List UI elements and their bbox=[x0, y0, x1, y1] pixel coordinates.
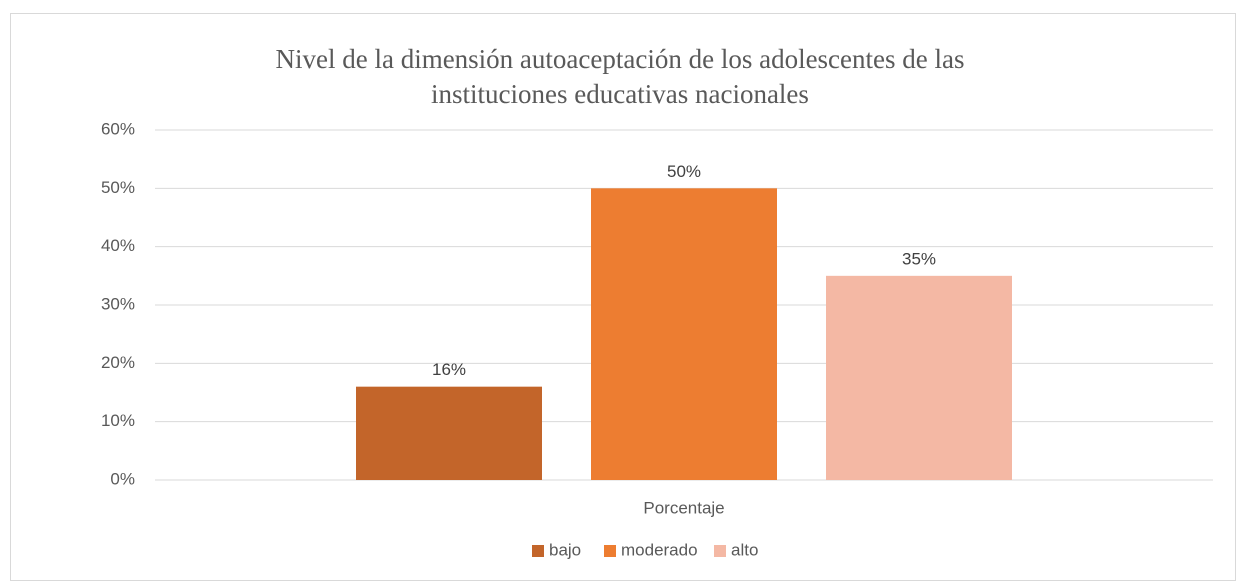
legend-label: alto bbox=[731, 540, 758, 559]
chart-border bbox=[10, 13, 1236, 581]
legend-swatch bbox=[532, 545, 544, 557]
value-label: 50% bbox=[667, 162, 701, 181]
y-tick-label: 60% bbox=[101, 119, 135, 138]
legend-swatch bbox=[714, 545, 726, 557]
y-tick-label: 40% bbox=[101, 236, 135, 255]
value-label: 16% bbox=[432, 360, 466, 379]
y-tick-label: 0% bbox=[110, 469, 135, 488]
bar bbox=[826, 275, 1012, 480]
bar bbox=[356, 386, 542, 480]
bar bbox=[591, 188, 777, 481]
y-tick-label: 50% bbox=[101, 178, 135, 197]
legend-swatch bbox=[604, 545, 616, 557]
legend-label: moderado bbox=[621, 540, 698, 559]
value-label: 35% bbox=[902, 249, 936, 268]
y-tick-label: 20% bbox=[101, 353, 135, 372]
y-tick-label: 30% bbox=[101, 294, 135, 313]
x-tick-label: Porcentaje bbox=[643, 498, 724, 517]
y-tick-label: 10% bbox=[101, 411, 135, 430]
legend-label: bajo bbox=[549, 540, 581, 559]
chart-title: Nivel de la dimensión autoaceptación de … bbox=[275, 44, 965, 109]
